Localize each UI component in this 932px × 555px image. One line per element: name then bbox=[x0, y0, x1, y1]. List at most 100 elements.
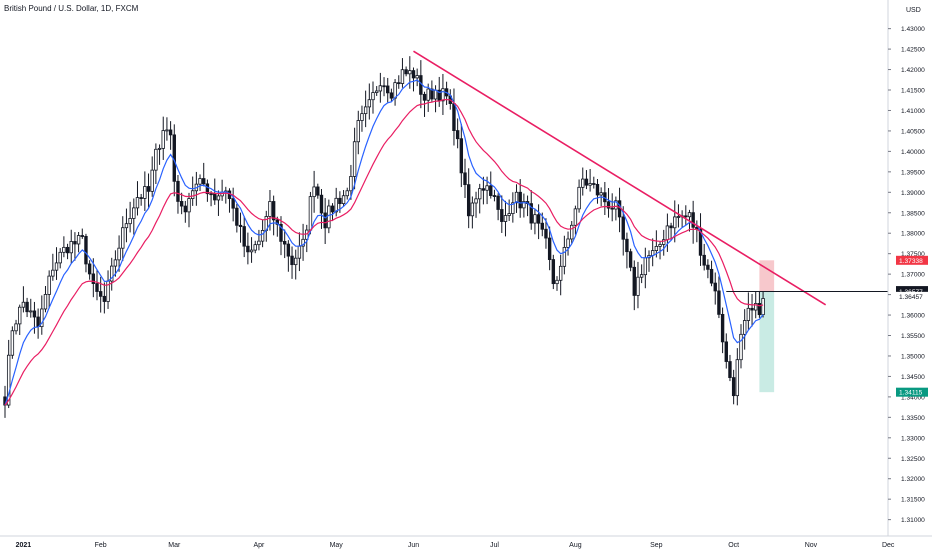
time-tick-label: Apr bbox=[253, 542, 265, 549]
candle-body bbox=[84, 235, 88, 265]
candle bbox=[36, 308, 40, 339]
candle bbox=[676, 204, 681, 228]
price-tick-label: 1.41000 bbox=[901, 108, 925, 115]
candle bbox=[378, 72, 383, 103]
candle bbox=[168, 121, 173, 150]
candle bbox=[62, 236, 66, 258]
candle bbox=[297, 232, 302, 272]
candle bbox=[684, 205, 688, 226]
time-tick-label: Jul bbox=[490, 542, 499, 549]
candle bbox=[662, 229, 666, 256]
candle-body bbox=[268, 201, 272, 217]
candle-body bbox=[577, 186, 581, 210]
candle-body bbox=[676, 216, 681, 218]
candle-body bbox=[51, 269, 55, 277]
candle-body bbox=[36, 316, 40, 328]
candle bbox=[547, 226, 552, 271]
candle-body bbox=[400, 69, 405, 84]
candle bbox=[720, 307, 725, 354]
candle-body bbox=[334, 197, 338, 213]
candle bbox=[522, 193, 526, 218]
price-tick-label: 1.39000 bbox=[901, 190, 925, 197]
candle bbox=[466, 168, 471, 229]
candle-body bbox=[698, 228, 703, 256]
candle bbox=[40, 295, 44, 335]
candle bbox=[121, 216, 125, 262]
candle-body bbox=[581, 178, 585, 188]
candle bbox=[606, 188, 611, 218]
candle-body bbox=[345, 190, 349, 197]
candle bbox=[224, 186, 228, 204]
candle-body bbox=[573, 208, 578, 226]
candle bbox=[562, 235, 567, 275]
candle-body bbox=[614, 200, 618, 210]
candle-body bbox=[555, 279, 559, 285]
chart-title: British Pound / U.S. Dollar, 1D, FXCM bbox=[4, 4, 139, 13]
candle bbox=[124, 208, 129, 243]
price-badge-bg bbox=[896, 286, 928, 296]
candle bbox=[617, 187, 622, 233]
candle bbox=[614, 196, 618, 221]
candle-body bbox=[558, 265, 563, 281]
candle bbox=[731, 369, 736, 405]
candle bbox=[746, 292, 751, 330]
candle-body bbox=[168, 129, 173, 136]
candle-body bbox=[279, 223, 283, 242]
candle bbox=[455, 118, 460, 149]
candle-body bbox=[492, 195, 497, 197]
price-tick-label: 1.35000 bbox=[901, 353, 925, 360]
candle bbox=[51, 253, 55, 281]
candle bbox=[374, 86, 379, 96]
candle bbox=[54, 247, 59, 280]
candle bbox=[761, 291, 765, 318]
candle-body bbox=[349, 176, 353, 192]
candle bbox=[411, 67, 416, 92]
candle bbox=[709, 260, 714, 287]
candle bbox=[426, 83, 430, 112]
candle bbox=[698, 213, 703, 266]
candle bbox=[87, 260, 92, 280]
candle bbox=[570, 221, 574, 244]
candle bbox=[643, 247, 648, 289]
candle bbox=[249, 237, 254, 263]
candle bbox=[555, 276, 559, 291]
time-tick-label: 2021 bbox=[16, 542, 32, 549]
candle bbox=[536, 204, 541, 240]
candle-body bbox=[536, 214, 541, 224]
candle-body bbox=[562, 247, 567, 267]
candle-body bbox=[654, 245, 659, 252]
candle bbox=[349, 164, 353, 200]
candle bbox=[282, 229, 287, 259]
candle bbox=[190, 176, 195, 206]
candle-body bbox=[643, 257, 648, 276]
price-tick-label: 1.35500 bbox=[901, 333, 925, 340]
candle bbox=[198, 174, 202, 192]
price-tick-label: 1.34000 bbox=[901, 394, 925, 401]
candle bbox=[441, 73, 445, 115]
price-tick-label: 1.41500 bbox=[901, 88, 925, 95]
candle-body bbox=[352, 141, 357, 177]
candle bbox=[544, 218, 548, 249]
price-badge: 1.36457 bbox=[896, 291, 928, 301]
candle-body bbox=[179, 201, 184, 207]
candle-body bbox=[29, 310, 33, 313]
candle bbox=[205, 179, 210, 202]
candle bbox=[680, 210, 684, 228]
candle-body bbox=[327, 205, 331, 229]
candle-body bbox=[213, 193, 217, 201]
candle-body bbox=[32, 310, 37, 318]
candle-body bbox=[371, 92, 375, 101]
candle-body bbox=[533, 214, 537, 224]
price-badge-bg bbox=[896, 291, 928, 301]
candle-body bbox=[687, 212, 692, 218]
candle-body bbox=[455, 130, 460, 140]
price-tick-label: 1.42000 bbox=[901, 67, 925, 74]
candle bbox=[14, 319, 18, 335]
candle-body bbox=[62, 246, 66, 253]
candle bbox=[132, 198, 136, 235]
candle bbox=[742, 309, 747, 350]
candle-body bbox=[275, 219, 280, 225]
candle-body bbox=[761, 298, 765, 316]
